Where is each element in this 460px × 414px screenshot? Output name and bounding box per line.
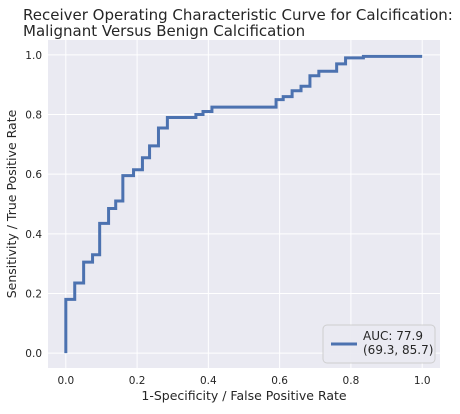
legend-box bbox=[322, 324, 436, 364]
y-tick-label: 0.6 bbox=[25, 169, 42, 181]
legend-label-line: (69.3, 85.7) bbox=[363, 343, 433, 357]
x-tick-labels: 0.0 0.2 0.4 0.6 0.8 1.0 bbox=[57, 375, 430, 387]
x-tick-label: 0.2 bbox=[129, 375, 146, 387]
roc-curve-line bbox=[64, 54, 423, 354]
chart-title: Receiver Operating Characteristic Curve … bbox=[23, 6, 453, 40]
y-tick-label: 0.2 bbox=[25, 288, 42, 300]
y-tick-labels: 0.0 0.2 0.4 0.6 0.8 1.0 bbox=[25, 50, 42, 360]
legend: AUC: 77.9(69.3, 85.7) bbox=[322, 324, 436, 364]
series-lines bbox=[64, 54, 423, 354]
y-tick-label: 1.0 bbox=[25, 50, 42, 62]
x-tick-label: 0.4 bbox=[200, 375, 217, 387]
x-axis-label: 1-Specificity / False Positive Rate bbox=[141, 388, 347, 403]
x-tick-label: 1.0 bbox=[414, 375, 431, 387]
x-tick-label: 0.0 bbox=[57, 375, 74, 387]
y-tick-label: 0.0 bbox=[25, 348, 42, 360]
chart-title-line: Malignant Versus Benign Calcification bbox=[23, 22, 305, 40]
x-tick-label: 0.8 bbox=[343, 375, 360, 387]
plot-area bbox=[48, 40, 440, 368]
y-tick-label: 0.4 bbox=[25, 229, 42, 241]
y-tick-label: 0.8 bbox=[25, 110, 42, 122]
y-axis-label: Sensitivity / True Positive Rate bbox=[4, 109, 19, 298]
chart-title-line: Receiver Operating Characteristic Curve … bbox=[23, 6, 453, 24]
legend-label-line: AUC: 77.9 bbox=[363, 329, 423, 343]
x-tick-label: 0.6 bbox=[271, 375, 288, 387]
